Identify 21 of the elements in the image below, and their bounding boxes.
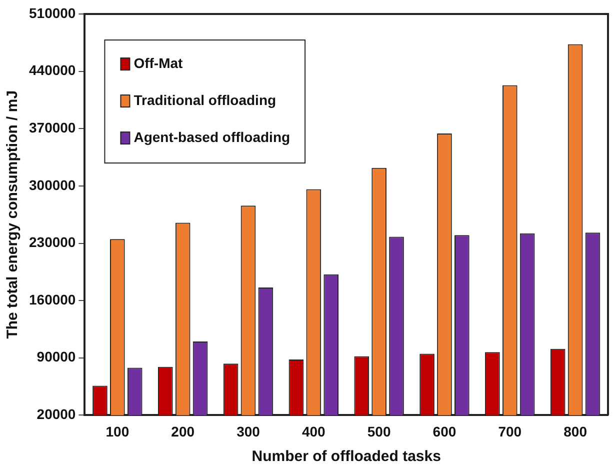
x-tick-label: 700 (498, 423, 522, 440)
legend-label: Off-Mat (134, 54, 184, 71)
x-tick-label: 300 (236, 423, 260, 440)
y-tick-label: 440000 (29, 62, 76, 78)
x-axis-title: Number of offloaded tasks (252, 448, 441, 466)
x-tick-label: 200 (171, 423, 195, 440)
x-tick-label: 100 (106, 423, 130, 440)
legend-label: Agent-based offloading (134, 128, 290, 145)
y-tick-label: 370000 (29, 119, 76, 136)
y-tick-label: 510000 (29, 4, 76, 21)
x-tick-label: 500 (367, 423, 391, 440)
x-tick-label: 400 (302, 423, 326, 440)
x-tick-label: 600 (432, 423, 456, 440)
y-tick-label: 300000 (29, 176, 76, 193)
y-tick-label: 20000 (36, 406, 76, 422)
y-tick-label: 90000 (36, 348, 76, 365)
y-axis-title: The total energy consumption / mJ (4, 90, 22, 339)
y-tick-label: 160000 (29, 291, 76, 308)
legend-label: Traditional offloading (134, 92, 276, 108)
y-tick-label: 230000 (29, 234, 76, 250)
x-tick-label: 800 (564, 423, 588, 440)
